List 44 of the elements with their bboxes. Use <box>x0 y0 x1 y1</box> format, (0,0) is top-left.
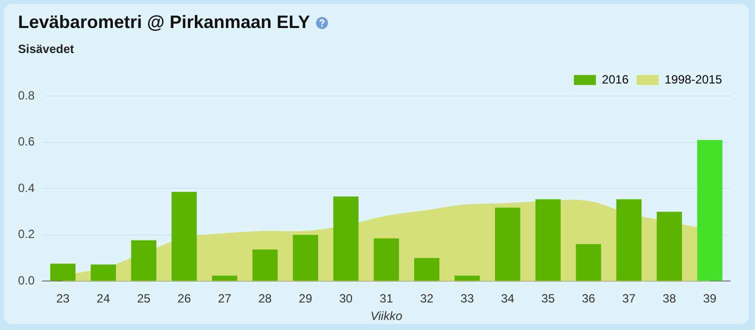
chart-title: Leväbarometri @ Pirkanmaan ELY <box>18 12 310 33</box>
x-tick-label: 28 <box>258 292 272 306</box>
x-tick-label: 31 <box>380 292 394 306</box>
x-tick-label: 34 <box>500 292 515 306</box>
x-tick-label: 36 <box>582 292 596 306</box>
bar <box>333 196 359 281</box>
x-tick-label: 30 <box>339 292 353 306</box>
y-tick-label: 0.8 <box>18 88 35 102</box>
x-tick-label: 29 <box>298 292 312 306</box>
bar <box>656 212 682 281</box>
x-tick-label: 23 <box>56 292 70 306</box>
bar <box>212 276 238 281</box>
y-tick-label: 0.4 <box>18 180 35 195</box>
bar <box>131 240 156 281</box>
x-tick-label: 26 <box>178 292 192 306</box>
x-axis-title: Viikko <box>370 309 403 324</box>
chart-subtitle: Sisävedet <box>18 42 74 56</box>
x-tick-label: 35 <box>541 292 556 306</box>
bar <box>292 234 318 281</box>
bar <box>50 264 76 281</box>
x-tick-label: 38 <box>662 292 676 306</box>
y-tick-label: 0.2 <box>18 227 35 242</box>
bar <box>172 192 197 281</box>
bar <box>535 199 561 281</box>
bar <box>252 249 278 281</box>
bar <box>616 199 642 281</box>
bar <box>697 140 722 281</box>
legend-label: 2016 <box>602 72 629 86</box>
bar <box>90 264 116 281</box>
x-tick-label: 33 <box>460 292 474 306</box>
y-tick-label: 0.0 <box>18 274 35 288</box>
x-tick-label: 37 <box>622 292 636 306</box>
legend-label: 1998-2015 <box>664 72 722 86</box>
bar <box>576 244 602 281</box>
bar <box>414 258 440 281</box>
x-tick-label: 24 <box>96 292 110 306</box>
bar <box>454 276 480 281</box>
x-tick-label: 27 <box>218 292 232 306</box>
x-tick-label: 32 <box>420 292 434 306</box>
y-tick-label: 0.6 <box>18 134 35 149</box>
bar <box>374 238 399 281</box>
bar <box>495 208 520 281</box>
x-tick-label: 25 <box>137 292 151 306</box>
x-tick-label: 39 <box>703 292 717 306</box>
